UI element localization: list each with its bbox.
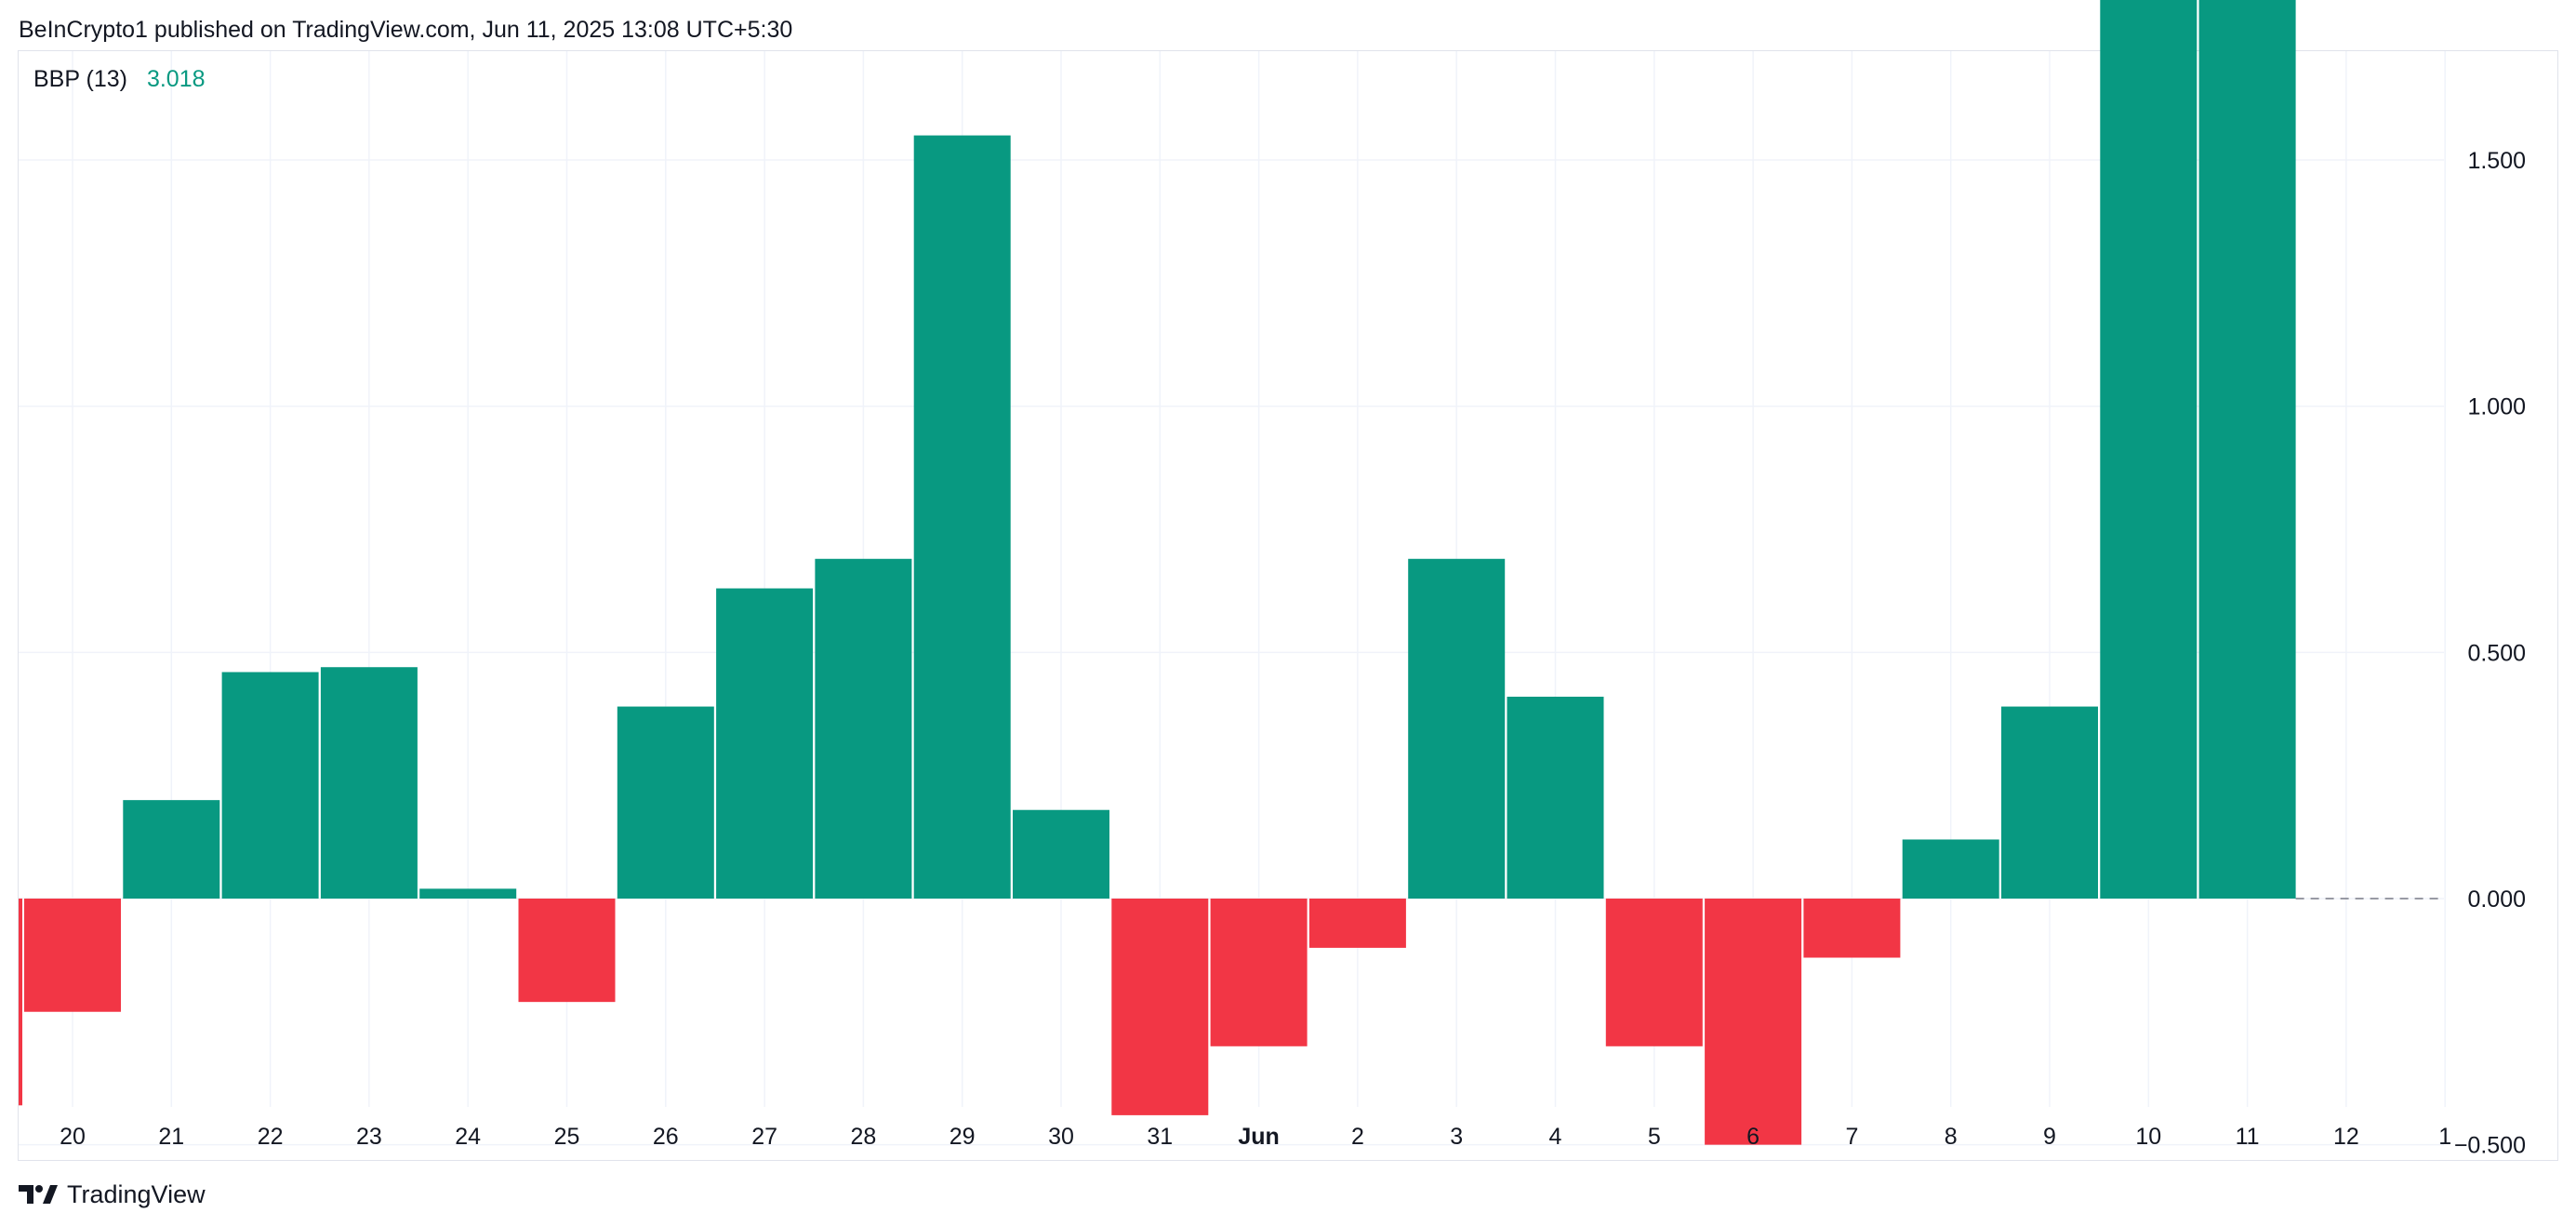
x-tick-label: 20	[60, 1124, 86, 1150]
bar-may-25	[518, 899, 616, 1003]
x-tick-label: 8	[1945, 1124, 1958, 1150]
x-tick-label: 23	[356, 1124, 382, 1150]
bars	[19, 0, 2296, 1145]
bar-jun-4	[1507, 696, 1604, 899]
bar-may-28	[815, 558, 912, 899]
bar-may-23	[320, 667, 418, 899]
y-tick-label: 1.000	[2467, 394, 2526, 420]
x-tick-label: 6	[1746, 1124, 1759, 1150]
tradingview-logo-icon	[19, 1185, 58, 1204]
x-tick-label: 24	[455, 1124, 481, 1150]
y-tick-label: −0.500	[2454, 1133, 2526, 1159]
x-tick-label: 1	[2438, 1124, 2451, 1150]
bar-jun-9	[2001, 706, 2098, 899]
x-axis: 20 21 22 23 24 25 26 27 28 29 30 31 Jun 2 3 4 5 6 7 8 9 10 11 1…	[60, 1124, 2451, 1150]
bar-may-30	[1013, 809, 1109, 899]
x-tick-label: 31	[1147, 1124, 1173, 1150]
x-tick-label: 22	[258, 1124, 284, 1150]
grid-lines	[19, 51, 2446, 1146]
indicator-legend[interactable]: BBP (13) 3.018	[33, 63, 206, 95]
bar-may-21	[123, 800, 220, 899]
y-tick-label: 0.000	[2467, 886, 2526, 913]
x-tick-label: 21	[158, 1124, 184, 1150]
x-tick-label: 11	[2236, 1124, 2260, 1150]
indicator-name: BBP (13)	[33, 66, 127, 92]
bar-jun-1	[1210, 899, 1308, 1046]
chart-pane[interactable]	[18, 50, 2558, 1161]
x-tick-label: 27	[751, 1124, 777, 1150]
bar-may-29	[913, 135, 1011, 899]
bar-jun-6	[1705, 899, 1802, 1145]
brand-name: TradingView	[67, 1180, 206, 1208]
bar-jun-2	[1308, 899, 1406, 948]
bar-jun-3	[1408, 558, 1506, 899]
bar-may-27	[716, 588, 814, 899]
publisher-line: BeInCrypto1 published on TradingView.com…	[19, 17, 793, 43]
bar-jun-8	[1902, 839, 1999, 899]
bar-jun-5	[1605, 899, 1703, 1046]
x-tick-label: 7	[1845, 1124, 1858, 1150]
bar-may-20	[24, 899, 121, 1012]
x-tick-label: 12	[2333, 1124, 2359, 1150]
footer-brand[interactable]: TradingView	[19, 1178, 206, 1211]
bar-jun-11	[2198, 0, 2296, 899]
bar-may-31	[1111, 899, 1209, 1115]
bar-jun-10	[2100, 0, 2198, 899]
x-tick-label: 26	[653, 1124, 679, 1150]
bar-may-24	[419, 888, 517, 899]
bar-may-22	[221, 672, 319, 899]
x-tick-label: Jun	[1238, 1124, 1279, 1150]
x-tick-label: 3	[1450, 1124, 1463, 1150]
y-tick-label: 1.500	[2467, 148, 2526, 174]
bar-jun-7	[1803, 899, 1901, 958]
x-tick-label: 30	[1048, 1124, 1074, 1150]
bar-partial	[19, 899, 22, 1106]
indicator-value: 3.018	[146, 66, 206, 92]
bar-may-26	[617, 706, 714, 899]
x-tick-label: 9	[2043, 1124, 2056, 1150]
x-tick-label: 5	[1648, 1124, 1661, 1150]
x-tick-label: 4	[1549, 1124, 1562, 1150]
x-tick-label: 25	[554, 1124, 580, 1150]
x-tick-label: 28	[850, 1124, 876, 1150]
y-axis: 3.0002.5002.0001.5001.0000.5000.000−0.50…	[2454, 148, 2526, 1159]
x-tick-label: 2	[1351, 1124, 1364, 1150]
x-tick-label: 10	[2135, 1124, 2161, 1150]
y-tick-label: 0.500	[2467, 640, 2526, 666]
x-tick-label: 29	[949, 1124, 976, 1150]
